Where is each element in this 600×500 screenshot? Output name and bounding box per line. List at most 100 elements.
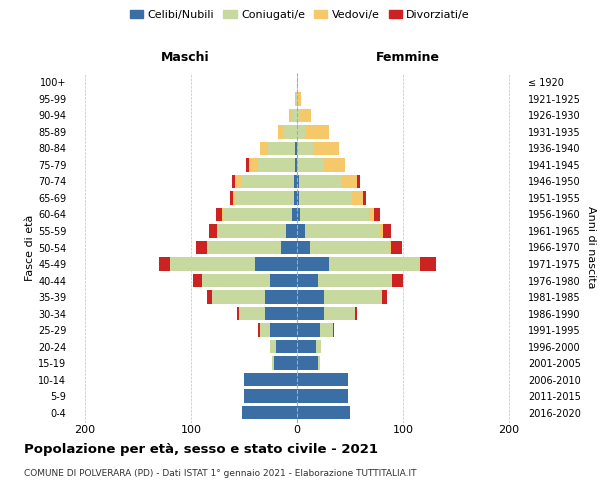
Bar <box>323 290 382 304</box>
Bar <box>297 240 310 254</box>
Bar <box>242 406 297 419</box>
Bar <box>268 142 295 155</box>
Bar <box>323 158 345 172</box>
Bar <box>271 274 297 287</box>
Bar <box>382 290 387 304</box>
Bar <box>236 307 239 320</box>
Bar <box>389 240 391 254</box>
Bar <box>223 208 292 221</box>
Bar <box>283 125 297 138</box>
Text: Femmine: Femmine <box>376 51 440 64</box>
Bar <box>420 257 436 271</box>
Y-axis label: Fasce di età: Fasce di età <box>25 214 35 280</box>
Bar <box>159 257 170 271</box>
Bar <box>209 224 217 238</box>
Bar <box>297 356 318 370</box>
Bar <box>297 324 320 337</box>
Bar <box>300 208 369 221</box>
Bar <box>292 108 297 122</box>
Bar <box>305 224 380 238</box>
Bar <box>239 307 265 320</box>
Bar <box>297 174 299 188</box>
Bar <box>260 142 268 155</box>
Bar <box>249 158 258 172</box>
Bar <box>233 191 235 204</box>
Bar <box>271 340 276 353</box>
Bar <box>295 158 297 172</box>
Bar <box>193 274 202 287</box>
Bar <box>369 208 374 221</box>
Bar <box>212 290 265 304</box>
Bar <box>297 108 300 122</box>
Bar <box>297 158 323 172</box>
Bar <box>310 240 389 254</box>
Bar <box>289 108 292 122</box>
Bar <box>207 240 281 254</box>
Bar <box>286 224 297 238</box>
Bar <box>276 340 297 353</box>
Bar <box>297 76 298 89</box>
Bar <box>320 324 333 337</box>
Bar <box>316 340 322 353</box>
Bar <box>352 191 363 204</box>
Bar <box>299 191 352 204</box>
Bar <box>363 191 366 204</box>
Bar <box>383 224 391 238</box>
Bar <box>296 92 297 106</box>
Bar <box>246 158 249 172</box>
Bar <box>297 290 323 304</box>
Bar <box>271 324 297 337</box>
Bar <box>274 356 297 370</box>
Bar <box>297 373 348 386</box>
Bar <box>170 257 254 271</box>
Bar <box>392 274 403 287</box>
Bar <box>278 125 283 138</box>
Bar <box>323 307 355 320</box>
Bar <box>260 324 271 337</box>
Bar <box>305 125 329 138</box>
Bar <box>297 142 313 155</box>
Bar <box>254 257 297 271</box>
Bar <box>355 307 358 320</box>
Bar <box>265 307 297 320</box>
Bar <box>297 191 299 204</box>
Bar <box>358 174 359 188</box>
Bar <box>298 92 301 106</box>
Bar <box>258 158 295 172</box>
Text: Maschi: Maschi <box>161 51 210 64</box>
Bar <box>297 224 305 238</box>
Bar <box>295 142 297 155</box>
Bar <box>235 174 241 188</box>
Bar <box>294 191 297 204</box>
Bar <box>295 92 296 106</box>
Bar <box>333 324 334 337</box>
Bar <box>297 340 316 353</box>
Bar <box>380 224 383 238</box>
Bar <box>391 240 402 254</box>
Bar <box>202 274 271 287</box>
Bar <box>374 208 380 221</box>
Text: COMUNE DI POLVERARA (PD) - Dati ISTAT 1° gennaio 2021 - Elaborazione TUTTITALIA.: COMUNE DI POLVERARA (PD) - Dati ISTAT 1°… <box>24 469 416 478</box>
Bar <box>318 274 392 287</box>
Bar <box>244 373 297 386</box>
Bar <box>217 208 222 221</box>
Bar <box>294 174 297 188</box>
Bar <box>297 274 318 287</box>
Bar <box>272 356 274 370</box>
Bar <box>207 290 212 304</box>
Y-axis label: Anni di nascita: Anni di nascita <box>586 206 596 288</box>
Bar <box>217 224 286 238</box>
Bar <box>341 174 358 188</box>
Bar <box>196 240 207 254</box>
Bar <box>241 174 294 188</box>
Bar <box>232 174 235 188</box>
Bar <box>258 324 260 337</box>
Bar <box>297 125 305 138</box>
Bar <box>244 390 297 403</box>
Bar <box>297 257 329 271</box>
Bar <box>281 240 297 254</box>
Bar <box>230 191 233 204</box>
Text: Popolazione per età, sesso e stato civile - 2021: Popolazione per età, sesso e stato civil… <box>24 442 378 456</box>
Bar <box>300 108 311 122</box>
Bar <box>297 208 300 221</box>
